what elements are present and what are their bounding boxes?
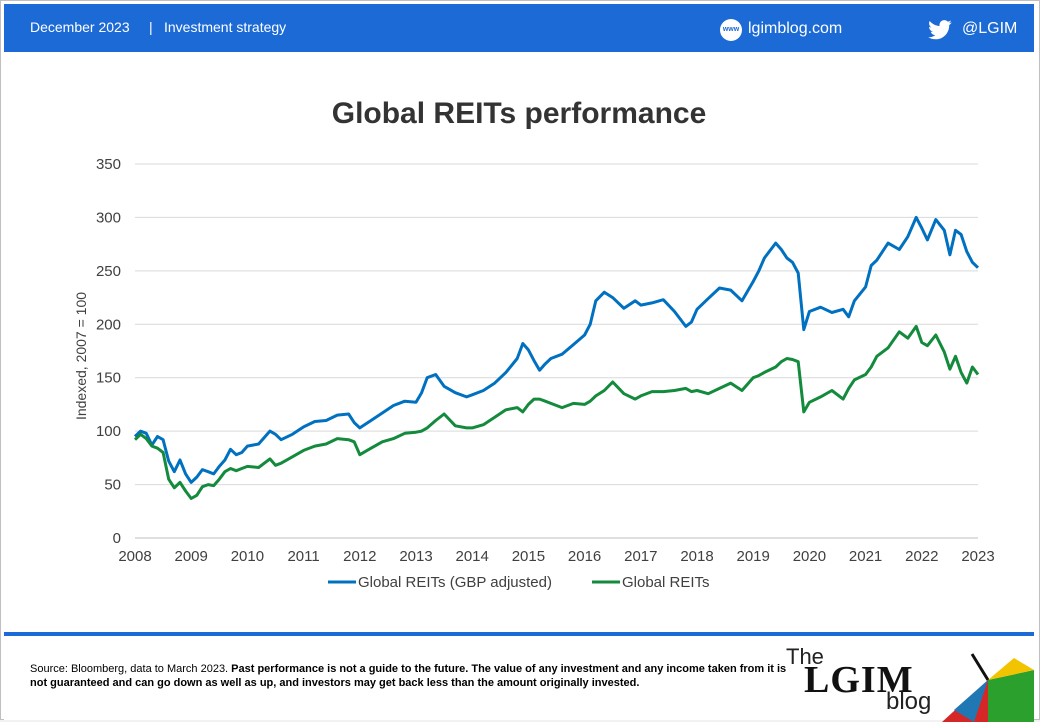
y-tick-label: 100 bbox=[96, 423, 121, 440]
y-tick-label: 350 bbox=[96, 156, 121, 173]
y-tick-label: 200 bbox=[96, 316, 121, 333]
logo-the: The bbox=[786, 644, 824, 669]
logo-lgim: LGIM bbox=[804, 659, 914, 701]
header-section[interactable]: Investment strategy bbox=[164, 19, 287, 35]
legend-label-2: Global REITs bbox=[622, 574, 710, 591]
x-tick-label: 2014 bbox=[456, 548, 489, 565]
x-tick-label: 2015 bbox=[512, 548, 545, 565]
line-chart: Global REITs performance Indexed, 2007 =… bbox=[73, 97, 995, 591]
source-text: Source: Bloomberg, data to March 2023. bbox=[30, 663, 232, 675]
header-bar: December 2023 | Investment strategy www … bbox=[4, 4, 1034, 52]
source-note: Source: Bloomberg, data to March 2023. P… bbox=[30, 662, 790, 690]
x-tick-label: 2019 bbox=[737, 548, 770, 565]
series-line-2 bbox=[133, 324, 980, 500]
twitter-handle[interactable]: @LGIM bbox=[962, 20, 1018, 37]
x-tick-label: 2021 bbox=[849, 548, 882, 565]
header-date: December 2023 bbox=[30, 19, 130, 35]
x-tick-label: 2017 bbox=[624, 548, 657, 565]
x-tick-label: 2018 bbox=[680, 548, 713, 565]
x-tick-label: 2008 bbox=[118, 548, 151, 565]
logo-blog: blog bbox=[886, 688, 932, 715]
chart-area: Global REITs performance Indexed, 2007 =… bbox=[4, 56, 1034, 628]
y-tick-label: 150 bbox=[96, 370, 121, 387]
gridlines bbox=[135, 163, 978, 539]
x-tick-label: 2022 bbox=[905, 548, 938, 565]
axis-ticks: 0 50 100 150 200 250 300 350 2008 2009 2010 2011 201… bbox=[96, 156, 995, 565]
x-tick-label: 2016 bbox=[568, 548, 601, 565]
y-tick-label: 250 bbox=[96, 263, 121, 280]
umbrella-logo-icon bbox=[942, 653, 1034, 722]
x-tick-label: 2010 bbox=[231, 548, 264, 565]
x-tick-label: 2012 bbox=[343, 548, 376, 565]
x-tick-label: 2009 bbox=[175, 548, 208, 565]
globe-icon: www bbox=[720, 19, 742, 41]
twitter-icon[interactable] bbox=[928, 19, 952, 41]
y-tick-label: 300 bbox=[96, 209, 121, 226]
y-tick-label: 0 bbox=[113, 530, 121, 547]
x-tick-label: 2023 bbox=[961, 548, 994, 565]
footer: Source: Bloomberg, data to March 2023. P… bbox=[4, 632, 1034, 722]
series-lines bbox=[133, 215, 980, 500]
series-line-1 bbox=[133, 215, 980, 484]
y-tick-label: 50 bbox=[104, 477, 121, 494]
x-tick-label: 2011 bbox=[287, 548, 319, 565]
header-separator: | bbox=[149, 19, 153, 35]
x-tick-label: 2020 bbox=[793, 548, 826, 565]
chart-title: Global REITs performance bbox=[332, 97, 707, 130]
site-link[interactable]: lgimblog.com bbox=[748, 20, 843, 37]
legend: Global REITs (GBP adjusted) Global REITs bbox=[328, 574, 710, 591]
disclaimer-text: Past performance is not a guide to the f… bbox=[30, 663, 787, 689]
legend-label-1: Global REITs (GBP adjusted) bbox=[358, 574, 552, 591]
y-axis-label: Indexed, 2007 = 100 bbox=[73, 292, 89, 420]
x-tick-label: 2013 bbox=[399, 548, 432, 565]
